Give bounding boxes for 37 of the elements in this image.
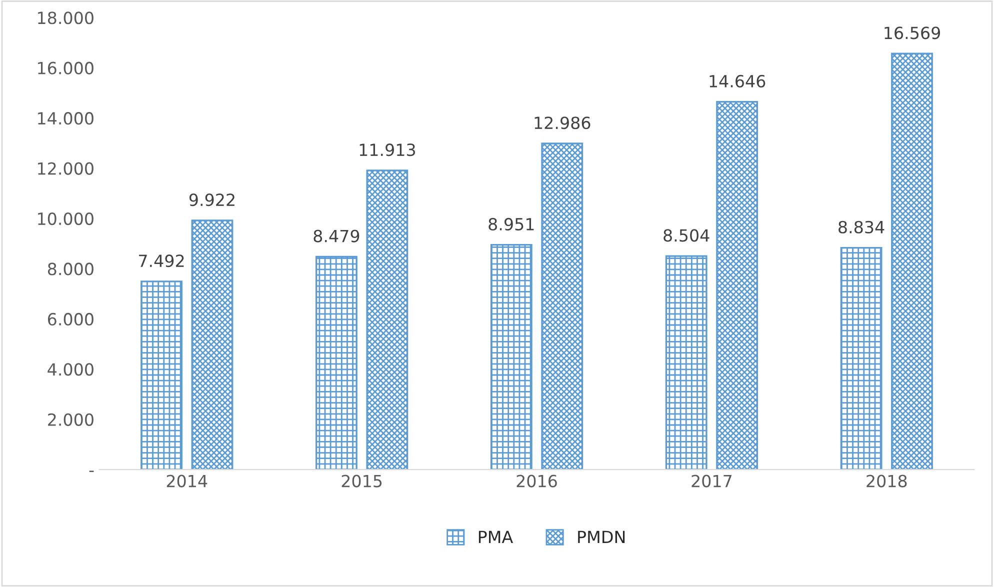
data-label: 14.646: [710, 74, 766, 88]
bar: [315, 256, 358, 470]
y-tick-label: 4.000: [48, 363, 94, 376]
legend-label: PMA: [478, 530, 514, 543]
y-tick-label: -: [89, 470, 94, 472]
data-label: 7.492: [139, 254, 184, 268]
x-tick-label: 2014: [166, 474, 208, 488]
y-tick-label: 10.000: [38, 212, 94, 226]
data-label: 12.986: [534, 116, 590, 130]
data-label: 8.504: [664, 229, 710, 242]
y-tick-label: 18.000: [38, 12, 94, 24]
y-tick-label: 16.000: [38, 62, 94, 74]
x-tick-label: 2017: [692, 474, 732, 488]
data-label: 16.569: [884, 26, 940, 40]
y-tick-label: 12.000: [38, 162, 94, 175]
y-tick-label: 6.000: [48, 312, 94, 326]
y-tick-label: 14.000: [38, 112, 94, 125]
bar: [366, 170, 408, 470]
x-tick-label: 2015: [342, 474, 382, 488]
bar: [891, 52, 933, 470]
y-tick-label: 2.000: [48, 413, 94, 426]
x-tick-label: 2016: [516, 474, 557, 488]
data-label: 9.922: [189, 194, 234, 206]
bar: [541, 142, 584, 470]
data-label: 8.479: [314, 230, 360, 242]
bar: [840, 246, 882, 470]
y-tick-label: 8.000: [48, 262, 94, 276]
bar: [716, 100, 758, 470]
bar: [140, 280, 182, 470]
bar: [191, 220, 234, 470]
data-label: 8.951: [488, 218, 534, 230]
data-label: 8.834: [838, 220, 884, 234]
legend-label: PMDN: [578, 530, 625, 543]
x-tick-label: 2018: [866, 474, 907, 488]
data-label: 11.913: [360, 144, 416, 156]
bar: [665, 255, 708, 470]
bar: [490, 244, 532, 470]
